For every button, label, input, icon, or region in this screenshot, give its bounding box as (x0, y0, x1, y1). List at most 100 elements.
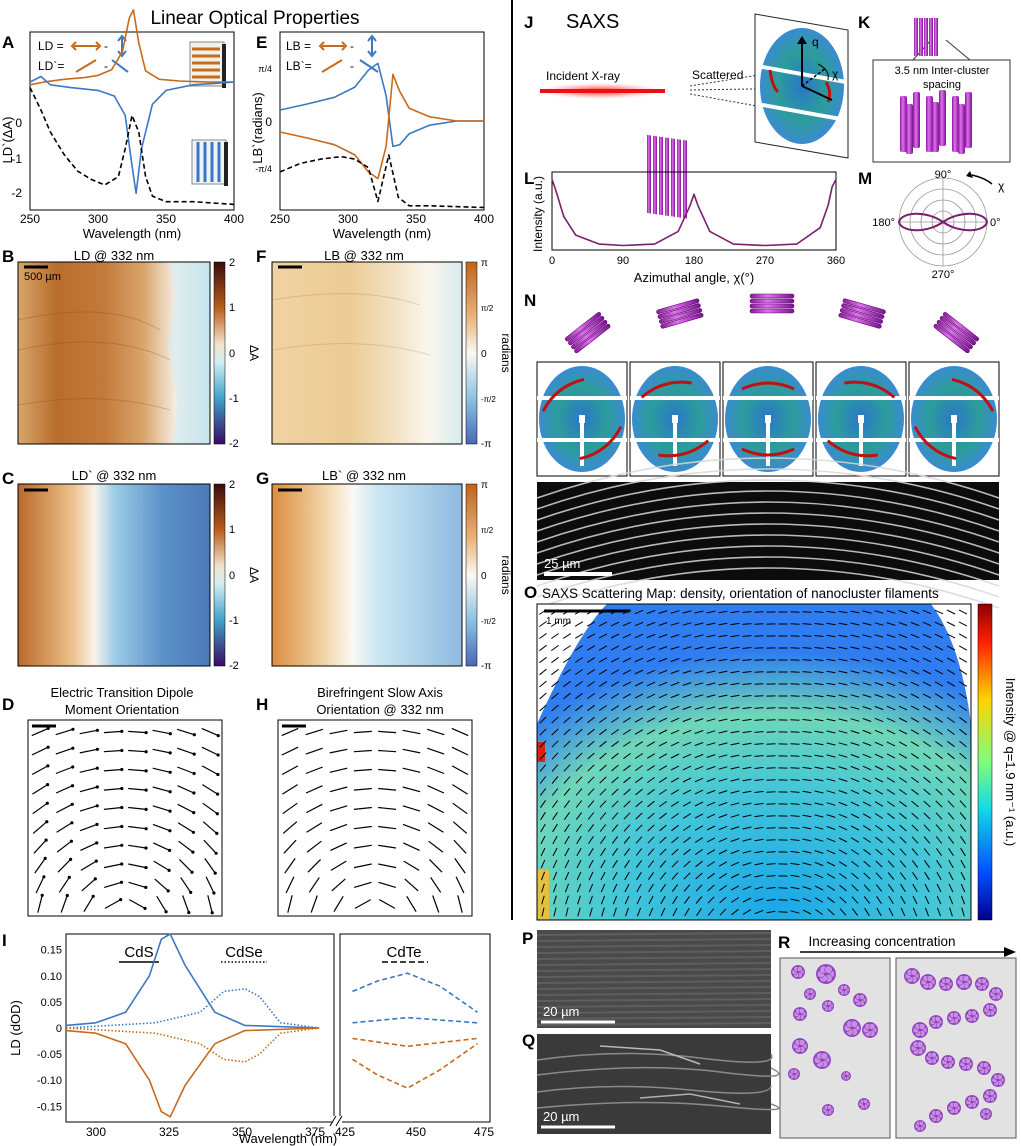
orientation-vector (378, 768, 397, 772)
filament-orientation (862, 825, 872, 831)
series-line (352, 1037, 478, 1048)
filament-orientation (862, 682, 872, 686)
filament-orientation (814, 826, 824, 830)
filament-orientation (648, 907, 654, 917)
filament-orientation (718, 778, 728, 782)
filament-orientation (612, 859, 618, 869)
filament-orientation (826, 610, 836, 614)
panel-f-cbar-tick: π (481, 258, 488, 269)
filament-orientation (706, 766, 716, 770)
filament-orientation (541, 883, 545, 893)
filament-orientation (899, 836, 907, 844)
filament-orientation (946, 645, 956, 651)
orientation-vector (81, 878, 96, 892)
orientation-vector (152, 729, 171, 735)
nanocluster (813, 1051, 831, 1069)
orientation-vector (103, 768, 122, 772)
filament-orientation (539, 788, 547, 796)
filament-orientation (577, 895, 581, 905)
filament-orientation (671, 884, 679, 892)
filament-orientation (826, 634, 836, 638)
filament-orientation (959, 716, 967, 724)
filament-orientation (612, 871, 618, 881)
orientation-vector (32, 821, 48, 834)
panel-a-ytick: -2 (11, 186, 22, 200)
filament-orientation (600, 895, 606, 905)
filament-orientation (886, 753, 896, 759)
nanocluster (822, 1000, 834, 1012)
orientation-vector (282, 802, 298, 815)
orientation-vector (455, 876, 465, 894)
filament-orientation (564, 883, 570, 893)
filament-orientation (730, 658, 740, 662)
filament-orientation (947, 752, 955, 760)
filament-orientation (911, 776, 919, 784)
filament-orientation (551, 800, 559, 808)
filament-orientation (826, 754, 836, 758)
panel-h-title-1: Birefringent Slow Axis (317, 685, 443, 700)
filament-orientation (551, 692, 559, 700)
filament-orientation (850, 777, 860, 783)
panel-letter-i: I (2, 931, 7, 950)
panel-l-xtick: 0 (549, 255, 555, 267)
filament-orientation (947, 836, 955, 844)
orientation-vector (35, 876, 45, 894)
filament-orientation (742, 695, 752, 697)
filament-orientation (826, 694, 836, 698)
panel-d-title-1: Electric Transition Dipole (50, 685, 193, 700)
filament-orientation (659, 812, 667, 820)
filament-orientation (815, 908, 823, 916)
filament-orientation (754, 731, 764, 733)
filament-orientation (814, 897, 824, 903)
panel-r-label: Increasing concentration (808, 934, 955, 949)
filament-orientation (541, 895, 545, 905)
filament-orientation (694, 813, 704, 819)
filament-orientation (682, 729, 692, 735)
orientation-vector (57, 858, 72, 873)
filament-orientation (814, 778, 824, 782)
series-line (352, 1016, 478, 1024)
panel-a-xtick: 250 (20, 212, 40, 226)
filament-orientation (898, 610, 908, 614)
orientation-vector (402, 823, 421, 832)
orientation-vector (177, 822, 194, 833)
filament-orientation (910, 717, 920, 723)
filament-orientation (647, 824, 655, 832)
filament-orientation (695, 884, 703, 892)
filament-orientation (923, 776, 931, 784)
panel-e: E LB = LB`= - - LB`(radians) π/4 0 -π/4 … (250, 31, 494, 241)
filament-orientation (706, 813, 716, 819)
nanocluster (816, 964, 836, 984)
panel-i-cdse: CdSe (225, 944, 263, 961)
filament-orientation (574, 621, 584, 627)
filament-orientation (730, 694, 740, 698)
nanocluster (904, 968, 920, 984)
filament-orientation (802, 743, 812, 745)
filament-orientation (539, 728, 547, 736)
panel-c-cbar-label: ΔA (247, 567, 261, 583)
svg-text:-: - (104, 59, 108, 73)
filament-orientation (874, 610, 884, 614)
panel-b-title: LD @ 332 nm (74, 248, 154, 263)
filament-orientation (587, 752, 595, 760)
filament-orientation (553, 895, 557, 905)
orientation-vector (452, 821, 468, 834)
filament-orientation (623, 848, 631, 856)
panel-b-scalebar: 500 µm (24, 271, 61, 283)
filament-orientation (814, 718, 824, 722)
filament-orientation (900, 883, 906, 893)
filament-orientation (622, 657, 632, 663)
orientation-vector (378, 749, 397, 753)
filament-orientation (564, 859, 570, 869)
filament-orientation (826, 885, 836, 891)
panel-h: H Birefringent Slow Axis Orientation @ 3… (256, 685, 473, 917)
filament-orientation (826, 861, 836, 867)
orientation-vector (33, 839, 47, 854)
filament-orientation (718, 861, 728, 867)
nanocluster (841, 1071, 851, 1081)
filament-orientation (719, 908, 727, 916)
panel-i-xtick: 425 (335, 1125, 355, 1139)
filament-orientation (588, 836, 594, 844)
nanocluster (977, 1061, 991, 1075)
filament-orientation (646, 693, 656, 699)
